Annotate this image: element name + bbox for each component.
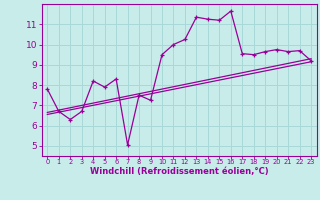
X-axis label: Windchill (Refroidissement éolien,°C): Windchill (Refroidissement éolien,°C) [90,167,268,176]
